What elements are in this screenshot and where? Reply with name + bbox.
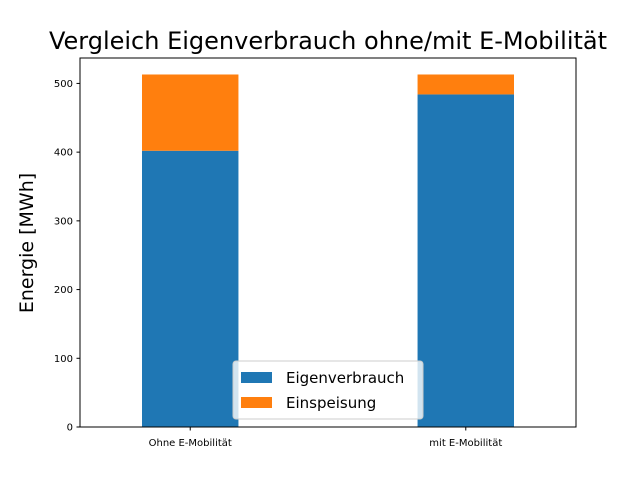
x-tick-label: Ohne E-Mobilität [149, 438, 232, 449]
legend: Eigenverbrauch Einspeisung [232, 360, 424, 420]
legend-swatch [241, 372, 272, 383]
plot-frame [79, 57, 577, 428]
legend-box [232, 360, 424, 420]
x-axis: Ohne E-Mobilität mit E-Mobilität [149, 427, 502, 449]
legend-swatch [241, 397, 272, 408]
x-tick-label: mit E-Mobilität [429, 438, 502, 449]
y-tick-label: 500 [54, 79, 73, 90]
y-tick-label: 400 [54, 148, 73, 159]
bar-einspeisung-0 [142, 74, 239, 151]
legend-entry-label: Einspeisung [286, 394, 376, 412]
y-tick-label: 100 [54, 354, 73, 365]
y-axis: 0 100 200 300 400 500 [54, 79, 80, 434]
y-tick-label: 0 [67, 423, 73, 434]
legend-entry-label: Eigenverbrauch [286, 369, 404, 387]
bar-eigenverbrauch-1 [417, 94, 514, 427]
y-axis-label: Energie [MWh] [16, 173, 38, 313]
bar-eigenverbrauch-0 [142, 150, 239, 427]
y-tick-label: 300 [54, 216, 73, 227]
bars-group [142, 74, 514, 427]
y-tick-label: 200 [54, 285, 73, 296]
chart-title: Vergleich Eigenverbrauch ohne/mit E-Mobi… [49, 27, 607, 55]
bar-einspeisung-1 [417, 74, 514, 95]
